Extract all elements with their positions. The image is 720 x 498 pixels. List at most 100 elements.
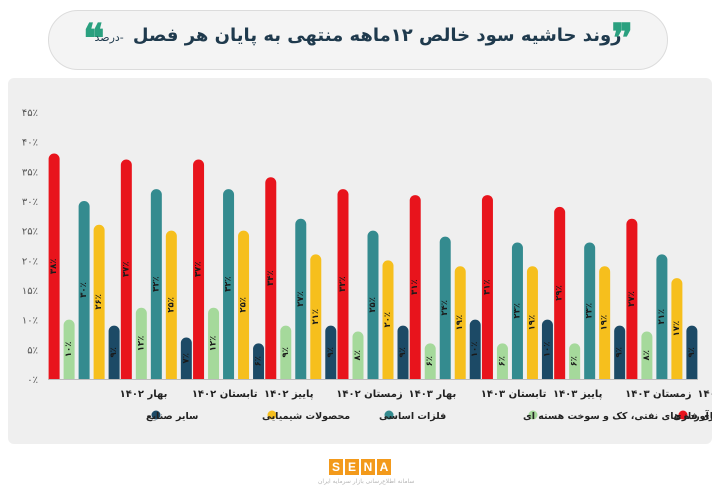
bar: [454, 266, 466, 379]
data-label: ۱۹٪: [527, 315, 537, 331]
y-tick-label: ۰٪: [27, 375, 38, 386]
x-category-label: تابستان ۱۴۰۲: [192, 389, 258, 400]
quote-close-icon: ❞: [611, 15, 633, 62]
data-label: ۲۰٪: [383, 312, 393, 328]
data-label: ۲۵٪: [166, 297, 176, 313]
bar: [93, 224, 105, 379]
data-label: ۲۷٪: [627, 291, 637, 307]
data-label: ۲۹٪: [555, 285, 565, 301]
y-tick-label: ۳۰٪: [22, 197, 38, 208]
bar: [439, 236, 451, 379]
logo-letter-n: N: [361, 459, 375, 475]
legend-label: محصولات شیمیایی: [262, 411, 350, 422]
bar: [424, 343, 436, 379]
data-label: ۲۶٪: [94, 294, 104, 310]
data-label: ۲۳٪: [585, 303, 595, 319]
bar: [481, 195, 493, 379]
bar: [295, 218, 307, 379]
data-label: ۸٪: [353, 350, 363, 360]
data-label: ۷٪: [181, 353, 191, 363]
x-category-label: بهار ۱۴۰۴: [697, 389, 712, 400]
bar: [656, 254, 668, 379]
bar: [554, 206, 566, 379]
bar: [397, 325, 409, 379]
data-label: ۸٪: [642, 350, 652, 360]
data-label: ۹٪: [281, 347, 291, 357]
logo-letter-a: A: [377, 459, 391, 475]
logo-letter-s: S: [329, 459, 343, 475]
bar: [253, 343, 265, 379]
y-tick-label: ۳۵٪: [22, 167, 38, 178]
data-label: ۱۰٪: [64, 342, 74, 358]
data-label: ۳۲٪: [224, 276, 234, 292]
data-label: ۱۲٪: [209, 336, 219, 352]
chart-subtitle: -درصد: [94, 31, 124, 44]
data-label: ۹٪: [398, 347, 408, 357]
data-label: ۹٪: [109, 347, 119, 357]
bar: [108, 325, 120, 379]
bar: [135, 307, 147, 379]
data-label: ۱۲٪: [136, 336, 146, 352]
data-label: ۳۴٪: [266, 270, 276, 286]
chart-title: روند حاشیه سود خالص ۱۲ماهه منتهی به پایا…: [132, 25, 622, 46]
data-label: ۲۳٪: [512, 303, 522, 319]
bar: [352, 331, 364, 379]
chart-header: ❝ روند حاشیه سود خالص ۱۲ماهه منتهی به پا…: [48, 10, 668, 70]
title-block: روند حاشیه سود خالص ۱۲ماهه منتهی به پایا…: [49, 25, 667, 46]
data-label: ۹٪: [687, 347, 697, 357]
data-label: ۱۷٪: [672, 321, 682, 337]
bar: [496, 343, 508, 379]
y-tick-label: ۲۵٪: [22, 227, 38, 238]
bar: [671, 278, 683, 379]
bar-chart: ۰٪ ۵٪ ۱۰٪ ۱۵٪ ۲۰٪ ۲۵٪ ۳۰٪ ۳۵٪ ۴۰٪ ۴۵٪ ۳۸٪ ۱۰٪ ۳۰٪ ۲۶٪…: [22, 108, 712, 422]
chart-panel: ۰٪ ۵٪ ۱۰٪ ۱۵٪ ۲۰٪ ۲۵٪ ۳۰٪ ۳۵٪ ۴۰٪ ۴۵٪ ۳۸٪ ۱۰٪ ۳۰٪ ۲۶٪…: [8, 78, 712, 444]
bar: [310, 254, 322, 379]
y-tick-label: ۴۵٪: [22, 108, 38, 119]
bar: [223, 189, 235, 379]
bar: [469, 319, 481, 379]
bar: [193, 159, 205, 379]
bar: [541, 319, 553, 379]
x-category-label: پاییز ۱۴۰۲: [264, 389, 314, 400]
legend-label: سایر صنایع: [146, 411, 198, 422]
legend-label: فلزات اساسی: [379, 411, 446, 422]
bar: [641, 331, 653, 379]
data-label: ۳۸٪: [49, 258, 59, 274]
legend-swatch: [384, 410, 394, 420]
data-label: ۳۰٪: [79, 282, 89, 298]
bar: [265, 177, 277, 379]
legend-swatch: [528, 410, 538, 420]
legend-label: فرآورده های نفتی، کک و سوخت هسته ای: [523, 409, 712, 422]
bar: [280, 325, 292, 379]
x-category-label: بهار ۱۴۰۲: [120, 389, 168, 400]
bar: [48, 153, 60, 379]
data-label: ۲۱٪: [657, 309, 667, 325]
data-label: ۱۰٪: [542, 342, 552, 358]
bar: [63, 319, 75, 379]
data-label: ۱۰٪: [470, 342, 480, 358]
data-label: ۳۷٪: [121, 261, 131, 277]
bar: [614, 325, 626, 379]
data-label: ۲۴٪: [440, 300, 450, 316]
bar: [337, 189, 349, 379]
data-label: ۳۲٪: [338, 276, 348, 292]
y-tick-label: ۴۰٪: [22, 138, 38, 149]
x-category-label: پاییز ۱۴۰۳: [553, 389, 603, 400]
logo-letter-e: E: [345, 459, 359, 475]
legend-swatch: [151, 410, 161, 420]
bar: [208, 307, 220, 379]
data-label: ۲۵٪: [368, 297, 378, 313]
y-tick-label: ۱۵٪: [22, 286, 38, 297]
bar: [526, 266, 538, 379]
bar: [569, 343, 581, 379]
bar: [367, 230, 379, 379]
data-label: ۱۹٪: [600, 315, 610, 331]
logo-caption: سامانه اطلاع‌رسانی بازار سرمایه ایران: [318, 478, 415, 485]
data-label: ۶٪: [570, 356, 580, 366]
data-label: ۳۷٪: [194, 261, 204, 277]
bar: [409, 195, 421, 379]
data-label: ۳۱٪: [410, 279, 420, 295]
data-label: ۶٪: [254, 356, 264, 366]
data-label: ۹٪: [326, 347, 336, 357]
